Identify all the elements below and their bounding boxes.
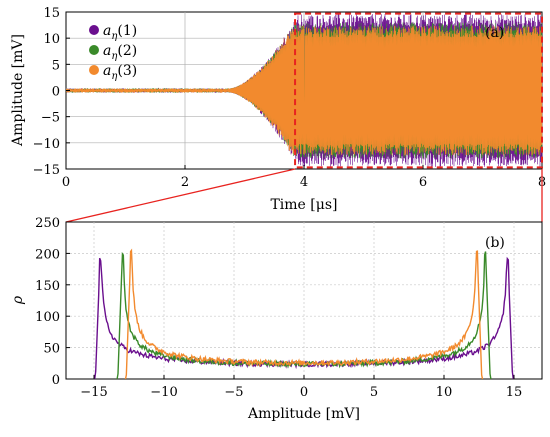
legend-label-1: aη(1) bbox=[103, 23, 137, 42]
panel-b-grid bbox=[66, 222, 542, 379]
series-line-3 bbox=[65, 25, 543, 156]
legend-marker-1 bbox=[89, 25, 99, 35]
y-tick-label: −10 bbox=[33, 137, 60, 152]
x-tick-label: 5 bbox=[370, 385, 378, 400]
x-tick-label: 15 bbox=[506, 385, 523, 400]
legend-item-2: aη(2) bbox=[89, 43, 137, 62]
x-tick-label: 0 bbox=[300, 385, 308, 400]
panel-a-xlabel: Time [μs] bbox=[270, 197, 337, 213]
x-tick-label: 2 bbox=[181, 175, 189, 190]
x-tick-label: −5 bbox=[224, 385, 243, 400]
panel-b-series bbox=[94, 248, 514, 380]
zoom-rectangle bbox=[294, 12, 544, 169]
panel-b-label: (b) bbox=[485, 235, 505, 251]
y-tick-label: 5 bbox=[52, 58, 60, 73]
legend-item-1: aη(1) bbox=[89, 23, 137, 42]
panel-a-ylabel: Amplitude [mV] bbox=[10, 34, 26, 147]
y-tick-label: 15 bbox=[43, 6, 60, 21]
x-tick-label: 6 bbox=[419, 175, 427, 190]
y-tick-label: 100 bbox=[35, 310, 60, 325]
y-tick-label: −5 bbox=[41, 111, 60, 126]
x-tick-label: −10 bbox=[150, 385, 177, 400]
legend-marker-2 bbox=[89, 45, 99, 55]
panel-b-xlabel: Amplitude [mV] bbox=[247, 406, 360, 422]
legend-label-2: aη(2) bbox=[103, 43, 137, 62]
y-tick-label: −15 bbox=[33, 163, 60, 178]
density-line-3 bbox=[124, 248, 484, 380]
x-tick-label: 10 bbox=[436, 385, 453, 400]
y-tick-label: 50 bbox=[43, 342, 60, 357]
y-tick-label: 0 bbox=[52, 85, 60, 100]
panel-b-ylabel: ρ bbox=[10, 295, 26, 305]
x-tick-label: 4 bbox=[300, 175, 308, 190]
zoom-window bbox=[294, 12, 544, 169]
legend-item-3: aη(3) bbox=[89, 63, 137, 82]
y-tick-label: 10 bbox=[43, 32, 60, 47]
legend-label-3: aη(3) bbox=[103, 63, 137, 82]
legend: aη(1) aη(2) aη(3) bbox=[89, 23, 137, 82]
series-line-1 bbox=[65, 14, 543, 167]
panel-a-label: (a) bbox=[485, 25, 504, 41]
legend-marker-3 bbox=[89, 65, 99, 75]
panel-a-series bbox=[65, 14, 543, 167]
y-tick-label: 0 bbox=[52, 373, 60, 388]
y-tick-label: 150 bbox=[35, 279, 60, 294]
y-tick-label: 200 bbox=[35, 247, 60, 262]
zoom-connector-left bbox=[65, 168, 296, 223]
y-tick-label: 250 bbox=[35, 216, 60, 231]
x-tick-label: 0 bbox=[62, 175, 70, 190]
x-tick-label: −15 bbox=[80, 385, 107, 400]
